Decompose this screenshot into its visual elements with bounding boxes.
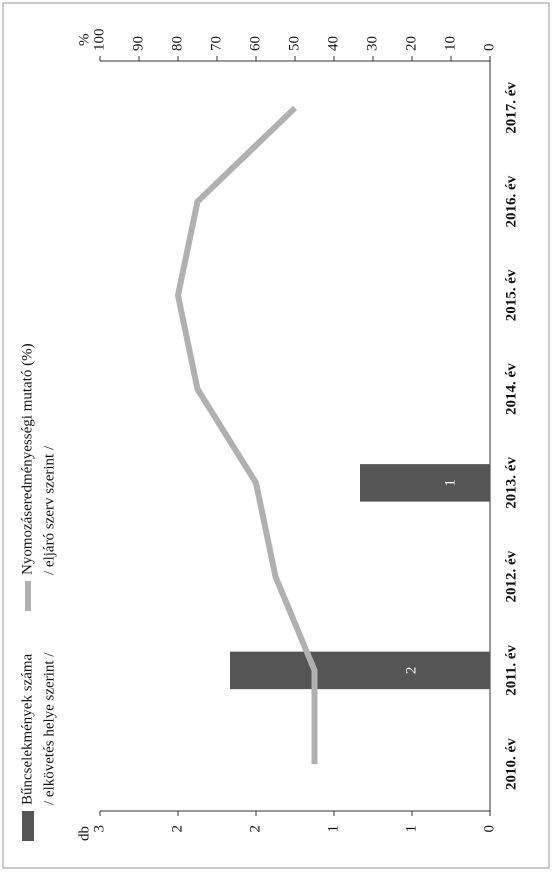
- y2-tick-label: 90: [130, 36, 146, 51]
- y2-tick-label: 20: [403, 36, 419, 51]
- y-tick-label: 1: [325, 825, 341, 833]
- y2-tick-label: 100: [91, 29, 107, 52]
- legend-swatch: [22, 811, 34, 841]
- y2-tick-label: 40: [325, 36, 341, 51]
- data-label: 1: [442, 479, 458, 487]
- x-tick-label: 2014. év: [503, 363, 519, 415]
- y-tick-label: 3: [91, 825, 107, 833]
- y-tick-label: 0: [481, 825, 497, 833]
- y-axis-label: db: [76, 826, 92, 841]
- y-tick-label: 2: [247, 825, 263, 833]
- y2-tick-label: 80: [169, 36, 185, 51]
- data-label: 2: [403, 667, 419, 675]
- y2-tick-label: 0: [481, 44, 497, 52]
- legend-subtitle: / elkövetés helye szerint /: [41, 652, 57, 805]
- legend-label: Bűncselekmények száma: [19, 653, 35, 805]
- x-tick-label: 2017. év: [503, 82, 519, 134]
- y2-tick-label: 60: [247, 36, 263, 51]
- x-tick-label: 2012. év: [503, 550, 519, 602]
- x-tick-label: 2015. év: [503, 269, 519, 321]
- y2-tick-label: 50: [286, 36, 302, 51]
- bar: [360, 464, 490, 502]
- y-tick-label: 2: [169, 825, 185, 833]
- y-tick-label: 1: [403, 825, 419, 833]
- x-tick-label: 2011. év: [503, 644, 519, 695]
- x-tick-label: 2013. év: [503, 457, 519, 509]
- legend-subtitle: / eljáró szerv szerint /: [41, 445, 57, 575]
- legend-label: Nyomozáseredményességi mutató (%): [19, 343, 35, 575]
- x-tick-label: 2010. év: [503, 738, 519, 790]
- y2-tick-label: 70: [208, 36, 224, 51]
- line: [174, 105, 318, 765]
- y2-tick-label: 10: [442, 36, 458, 51]
- x-tick-label: 2016. év: [503, 175, 519, 227]
- bar: [230, 651, 490, 690]
- y2-axis-label: %: [76, 34, 92, 47]
- y2-tick-label: 30: [364, 36, 380, 51]
